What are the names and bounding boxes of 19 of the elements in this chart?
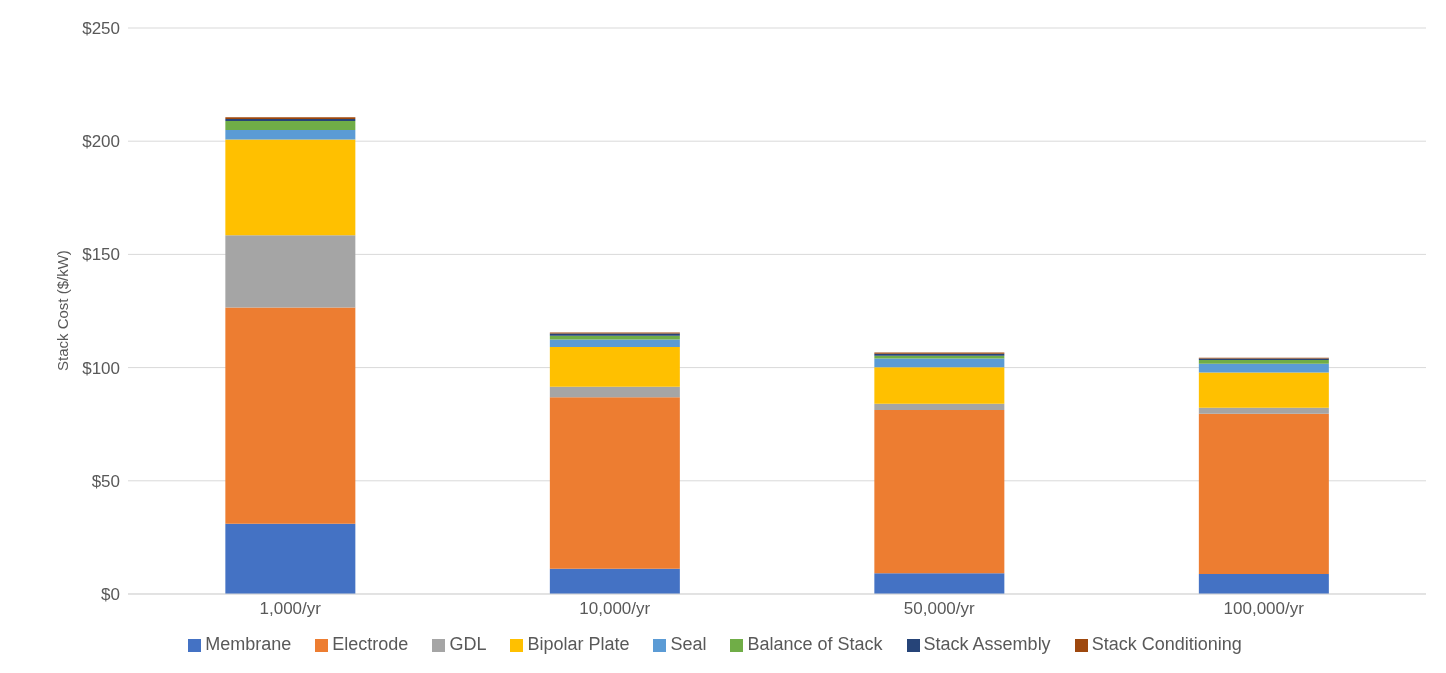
x-tick-label: 100,000/yr xyxy=(1223,599,1305,619)
legend-label: Electrode xyxy=(332,634,409,654)
legend-label: Seal xyxy=(670,634,707,654)
y-tick-label: $250 xyxy=(82,19,120,39)
y-tick-label: $150 xyxy=(82,245,120,265)
y-tick-label: $100 xyxy=(82,358,120,378)
y-tick-label: $50 xyxy=(91,471,120,491)
y-axis-title: Stack Cost ($/kW) xyxy=(54,250,72,371)
legend-label: Balance of Stack xyxy=(747,634,883,654)
legend-label: Stack Assembly xyxy=(923,634,1051,654)
legend-label: Bipolar Plate xyxy=(527,634,630,654)
y-tick-label: $200 xyxy=(82,132,120,152)
x-tick-label: 1,000/yr xyxy=(259,599,322,619)
x-tick-label: 10,000/yr xyxy=(579,599,651,619)
legend-label: GDL xyxy=(449,634,487,654)
y-tick-label: $0 xyxy=(101,585,120,605)
legend-label: Membrane xyxy=(205,634,292,654)
legend-label: Stack Conditioning xyxy=(1091,634,1242,654)
x-tick-label: 50,000/yr xyxy=(903,599,976,619)
